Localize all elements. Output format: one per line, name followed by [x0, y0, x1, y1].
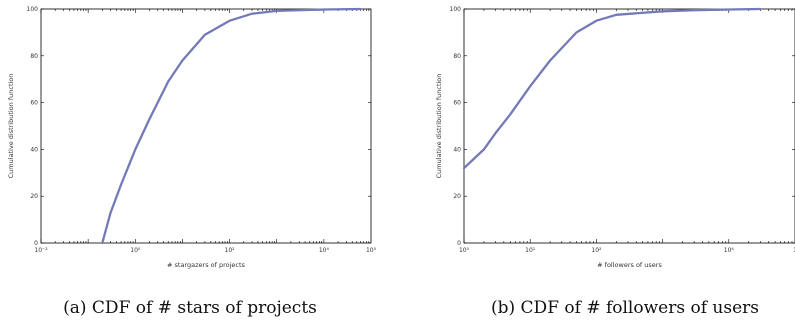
x-tick-label: 10⁰	[459, 247, 470, 254]
x-tick-label: 10⁵	[366, 247, 377, 254]
cdf-curve	[462, 7, 762, 170]
y-tick-label: 40	[30, 146, 38, 153]
panel-followers: 0 20 40 60 80 100 10⁰ 10¹ 10² 10⁴ 1 # followers of …	[435, 6, 795, 318]
cdf-curve	[101, 7, 362, 245]
y-tick-label: 100	[27, 6, 39, 13]
plot-frame	[463, 8, 795, 244]
panel-caption: (a) CDF of # stars of projects	[63, 298, 317, 318]
y-tick-label: 40	[453, 146, 461, 153]
x-axis-label: # followers of users	[597, 261, 662, 269]
y-tick-label: 80	[30, 53, 38, 60]
y-tick-label: 0	[34, 240, 38, 247]
x-tick-label: 10⁴	[319, 247, 330, 254]
x-tick-label: 1	[793, 247, 795, 254]
panel-stars: 0 20 40 60 80 100 10⁻² 10⁰ 10² 10⁴ 10⁵ # stargazers…	[7, 6, 377, 318]
x-tick-label: 10⁰	[130, 247, 141, 254]
y-axis-label: Cumulative distribution function	[435, 74, 443, 179]
panel-caption: (b) CDF of # followers of users	[491, 298, 759, 318]
y-tick-label: 100	[450, 6, 462, 13]
y-axis-label: Cumulative distribution function	[7, 74, 15, 179]
x-axis-label: # stargazers of projects	[167, 261, 246, 269]
x-tick-label: 10²	[225, 247, 236, 254]
y-tick-label: 60	[453, 100, 461, 107]
plot-frame	[40, 8, 372, 244]
x-tick-label: 10⁻²	[34, 247, 48, 254]
y-tick-label: 20	[453, 193, 461, 200]
y-tick-label: 80	[453, 53, 461, 60]
x-tick-label: 10¹	[525, 247, 536, 254]
x-tick-label: 10⁴	[724, 247, 735, 254]
y-tick-label: 20	[30, 193, 38, 200]
x-tick-label: 10²	[591, 247, 602, 254]
y-tick-label: 0	[457, 240, 461, 247]
y-tick-label: 60	[30, 100, 38, 107]
